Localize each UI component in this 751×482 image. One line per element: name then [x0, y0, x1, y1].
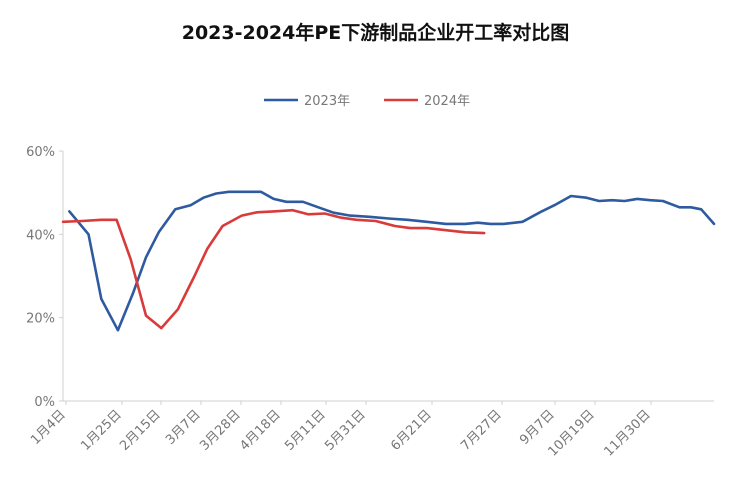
x-tick-label: 2月15日 — [117, 407, 164, 454]
y-tick-label: 0% — [34, 395, 55, 410]
legend-label-1: 2023年 — [304, 94, 350, 109]
legend-label-2: 2024年 — [424, 94, 470, 109]
x-tick-label: 11月30日 — [601, 407, 653, 459]
x-tick-label: 1月4日 — [28, 407, 69, 448]
series-layer — [61, 190, 716, 332]
y-axis: 0% 20% 40% 60% — [26, 145, 64, 410]
y-tick-label: 20% — [26, 312, 55, 327]
x-tick-label: 1月25日 — [78, 407, 125, 454]
x-tick-label: 7月27日 — [458, 407, 505, 454]
x-tick-label: 5月11日 — [282, 407, 329, 454]
y-tick-label: 60% — [26, 145, 55, 160]
series-line-2 — [61, 208, 486, 330]
x-tick-label: 4月18日 — [237, 407, 284, 454]
x-tick-label: 3月28日 — [197, 407, 244, 454]
series-line-1 — [68, 190, 716, 332]
y-tick-label: 40% — [26, 228, 55, 243]
x-tick-label: 6月21日 — [388, 407, 435, 454]
chart-title: 2023-2024年PE下游制品企业开工率对比图 — [181, 22, 570, 44]
legend: 2023年 2024年 — [264, 94, 470, 109]
x-tick-label: 5月31日 — [322, 407, 369, 454]
